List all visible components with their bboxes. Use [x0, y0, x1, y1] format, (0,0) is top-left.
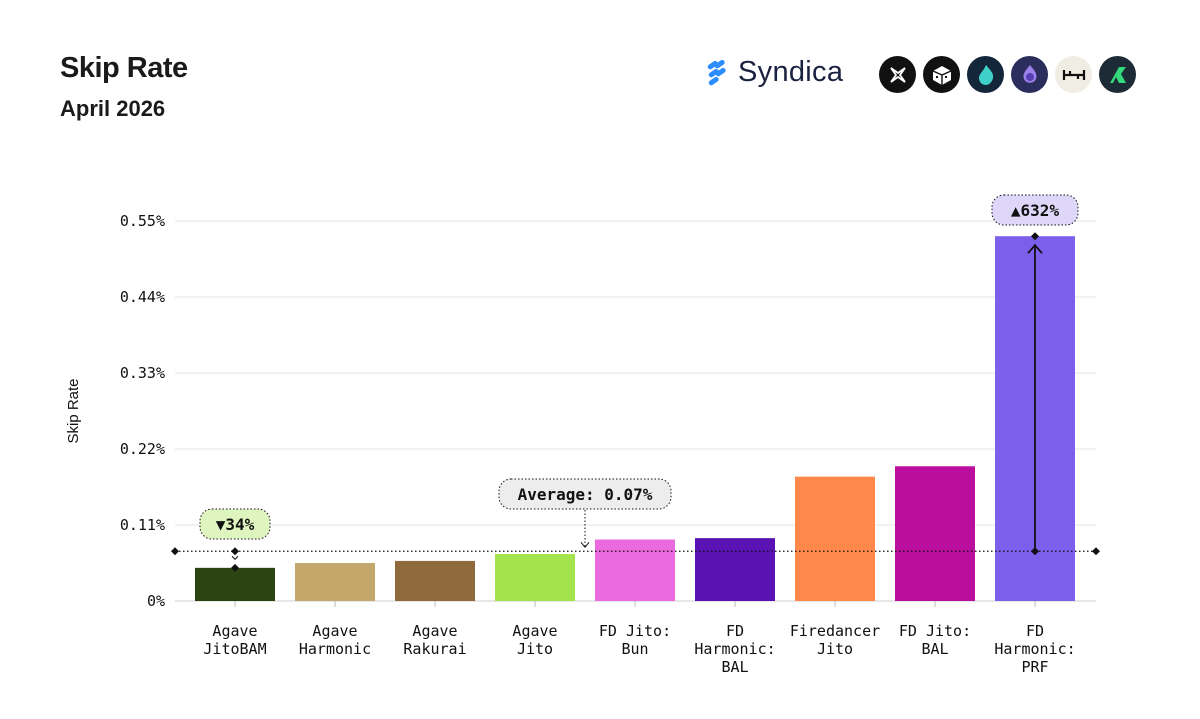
x-tick-label: FD Harmonic: BAL — [694, 622, 775, 676]
x-tick-label-line: FD Jito: — [899, 622, 971, 640]
high-callout-box — [991, 194, 1079, 226]
average-callout-box — [498, 478, 672, 510]
bar — [795, 476, 875, 601]
y-tick-label: 0.44% — [120, 288, 165, 306]
partner-logos — [879, 56, 1136, 93]
x-star-icon — [879, 56, 916, 93]
bar — [595, 539, 675, 601]
bar — [295, 563, 375, 601]
average-callout-text: Average: 0.07% — [518, 485, 653, 504]
annotations: Average: 0.07% ▼34% ▲632% — [171, 194, 1100, 572]
flame-icon — [967, 56, 1004, 93]
x-tick-label-line: Harmonic: — [694, 640, 775, 658]
high-callout: ▲632% — [991, 194, 1079, 226]
x-tick-label-line: Harmonic — [299, 640, 371, 658]
x-tick-label-line: Agave — [312, 622, 357, 640]
syndica-brand: Syndica — [704, 56, 843, 89]
low-arrow — [231, 555, 239, 560]
crystal-icon — [1011, 56, 1048, 93]
x-tick-label: Agave JitoBAM — [203, 622, 266, 658]
bar — [495, 554, 575, 601]
chart-subtitle: April 2026 — [60, 96, 166, 121]
x-tick-label: Agave Harmonic — [299, 622, 371, 658]
x-tick-label: Agave Jito — [512, 622, 557, 658]
bar — [695, 538, 775, 601]
x-tick-label: FD Harmonic: PRF — [994, 622, 1075, 676]
bar — [395, 560, 475, 601]
x-tick-label: FD Jito: Bun — [599, 622, 671, 658]
high-marker-bar — [1031, 232, 1039, 241]
y-tick-label: 0.33% — [120, 364, 165, 382]
x-tick-label-line: BAL — [721, 658, 748, 676]
average-callout: Average: 0.07% — [498, 478, 672, 510]
y-axis: 0% 0.11% 0.22% 0.33% 0.44% 0.55% Skip Rate — [65, 212, 165, 610]
y-tick-label: 0% — [147, 592, 165, 610]
x-tick-label-line: Agave — [412, 622, 457, 640]
x-tick-label-line: Jito — [817, 640, 853, 658]
average-line-marker — [1092, 547, 1100, 556]
x-tick-label-line: Bun — [621, 640, 648, 658]
h-mark-icon — [1055, 56, 1092, 93]
average-pointer-arrow — [580, 541, 590, 549]
x-tick-label: Firedancer Jito — [790, 622, 880, 658]
low-callout-text: ▼34% — [216, 515, 255, 534]
x-tick-label-line: FD — [726, 622, 744, 640]
x-tick-label-line: PRF — [1021, 658, 1048, 676]
bar — [895, 466, 975, 601]
bars — [195, 236, 1075, 601]
x-tick-label-line: FD Jito: — [599, 622, 671, 640]
x-tick-label-line: BAL — [921, 640, 948, 658]
y-tick-label: 0.22% — [120, 440, 165, 458]
low-marker-avg — [231, 547, 239, 556]
x-tick-label-line: Harmonic: — [994, 640, 1075, 658]
y-axis-label: Skip Rate — [65, 378, 82, 443]
x-tick-label: Agave Rakurai — [403, 622, 466, 658]
high-callout-text: ▲632% — [1011, 201, 1060, 220]
y-tick-label: 0.55% — [120, 212, 165, 230]
brand-name: Syndica — [738, 56, 844, 88]
r-mark-icon — [1099, 56, 1136, 93]
x-tick-label-line: Jito — [517, 640, 553, 658]
low-callout-box — [199, 508, 271, 540]
y-tick-label: 0.11% — [120, 516, 165, 534]
x-tick-label-line: JitoBAM — [203, 640, 266, 658]
average-line-marker — [171, 547, 179, 556]
chart-title: Skip Rate — [60, 52, 188, 84]
x-tick-label-line: Firedancer — [790, 622, 880, 640]
x-tick-label: FD Jito: BAL — [899, 622, 971, 658]
low-marker-bar — [231, 563, 239, 572]
x-tick-label-line: FD — [1026, 622, 1044, 640]
syndica-logo-icon — [707, 59, 726, 85]
x-tick-label-line: Agave — [212, 622, 257, 640]
cube-icon — [923, 56, 960, 93]
bar — [195, 567, 275, 601]
high-arrow-head — [1027, 243, 1043, 254]
high-marker-avg — [1031, 547, 1039, 556]
low-callout: ▼34% — [199, 508, 271, 540]
x-tick-label-line: Agave — [512, 622, 557, 640]
x-tick-label-line: Rakurai — [403, 640, 466, 658]
